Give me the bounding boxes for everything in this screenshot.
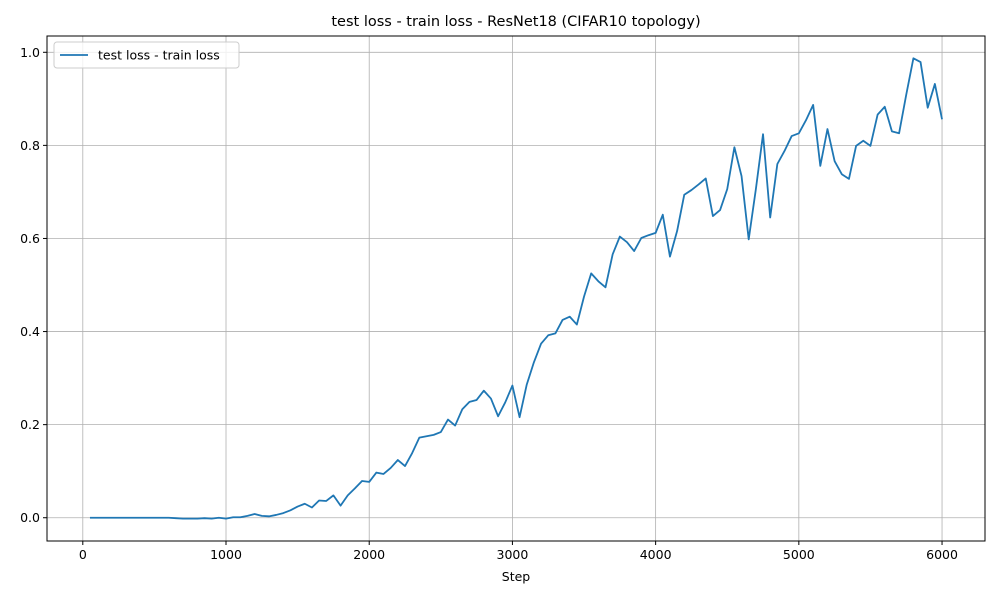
y-tick-label: 0.4 bbox=[20, 324, 40, 339]
x-tick-label: 4000 bbox=[640, 547, 672, 562]
series-layer bbox=[89, 57, 943, 520]
x-tick-label: 6000 bbox=[926, 547, 958, 562]
y-tick-label: 0.8 bbox=[20, 138, 40, 153]
gridlines bbox=[47, 36, 985, 541]
axis-ticks: 0 1000 2000 3000 4000 5000 6000 0.0 0.2 0.4 0.6 0.8… bbox=[20, 45, 958, 562]
x-tick-label: 2000 bbox=[353, 547, 385, 562]
legend-box bbox=[53, 41, 240, 69]
y-tick-label: 0.2 bbox=[20, 417, 40, 432]
plot-frame bbox=[46, 35, 986, 542]
series-line bbox=[89, 57, 943, 520]
y-tick-label: 0.6 bbox=[20, 231, 40, 246]
legend-label: test loss - train loss bbox=[98, 48, 220, 63]
chart-title: test loss - train loss - ResNet18 (CIFAR… bbox=[331, 14, 700, 30]
x-tick-label: 0 bbox=[79, 547, 87, 562]
y-tick-label: 1.0 bbox=[20, 45, 40, 60]
x-tick-label: 5000 bbox=[783, 547, 815, 562]
legend: test loss - train loss bbox=[53, 41, 240, 69]
x-tick-label: 1000 bbox=[210, 547, 242, 562]
y-tick-label: 0.0 bbox=[20, 510, 40, 525]
x-tick-label: 3000 bbox=[497, 547, 529, 562]
x-axis-label: Step bbox=[502, 569, 531, 584]
